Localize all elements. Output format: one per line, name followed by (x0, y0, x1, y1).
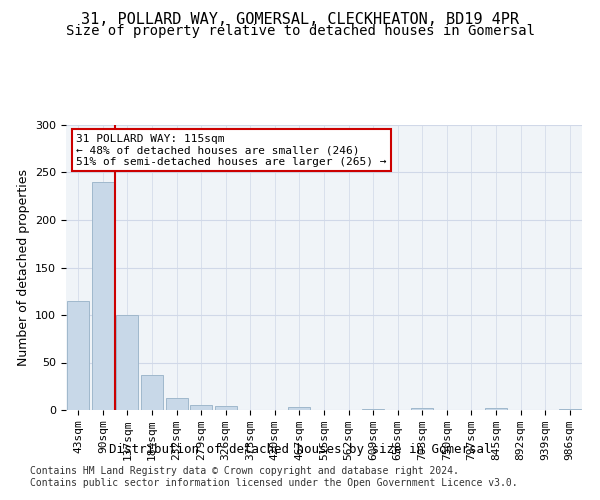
Text: Distribution of detached houses by size in Gomersal: Distribution of detached houses by size … (109, 442, 491, 456)
Bar (411, 408, 433, 410)
Bar (559, 409, 581, 410)
Bar (141, 375, 163, 410)
Y-axis label: Number of detached properties: Number of detached properties (17, 169, 29, 366)
Bar (116, 315, 139, 410)
Bar (289, 407, 310, 410)
Bar (190, 405, 212, 410)
Text: 31 POLLARD WAY: 115sqm
← 48% of detached houses are smaller (246)
51% of semi-de: 31 POLLARD WAY: 115sqm ← 48% of detached… (76, 134, 387, 167)
Text: Contains HM Land Registry data © Crown copyright and database right 2024.
Contai: Contains HM Land Registry data © Crown c… (30, 466, 518, 487)
Bar (67, 300, 89, 410)
Text: Size of property relative to detached houses in Gomersal: Size of property relative to detached ho… (65, 24, 535, 38)
Bar (485, 408, 507, 410)
Bar (166, 398, 188, 410)
Bar (362, 409, 384, 410)
Bar (215, 406, 237, 410)
Text: 31, POLLARD WAY, GOMERSAL, CLECKHEATON, BD19 4PR: 31, POLLARD WAY, GOMERSAL, CLECKHEATON, … (81, 12, 519, 28)
Bar (92, 182, 114, 410)
